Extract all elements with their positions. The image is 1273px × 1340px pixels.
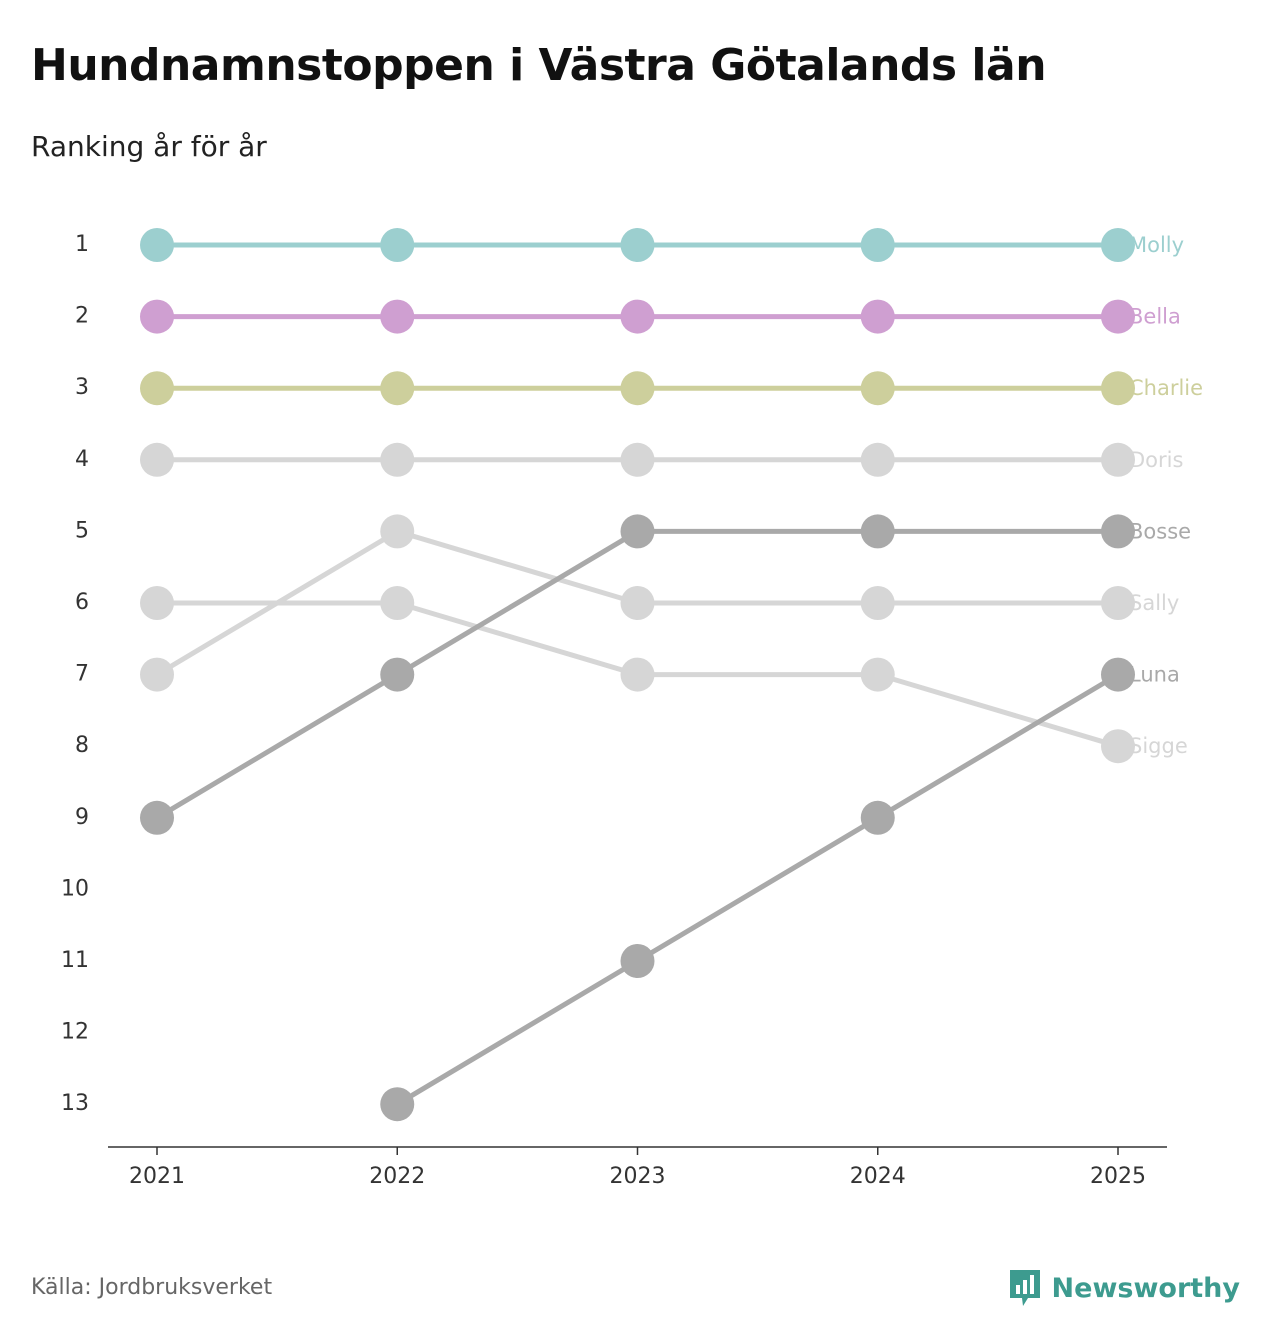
data-point-doris-2024 xyxy=(860,442,895,477)
data-point-bella-2025 xyxy=(1101,299,1135,334)
data-point-doris-2021 xyxy=(140,442,174,477)
series-label-molly: Molly xyxy=(1129,233,1184,257)
x-tick-label-2021: 2021 xyxy=(129,1164,185,1189)
data-point-sigge-2025 xyxy=(1101,729,1135,764)
x-axis: 2021 2022 2023 2024 2025 xyxy=(108,1146,1167,1189)
y-tick-label-7: 7 xyxy=(75,662,89,687)
series-labels: Molly Bella Charlie Doris Sally Sigge Bosse Lun… xyxy=(1129,233,1203,758)
data-point-luna-2022 xyxy=(380,1087,415,1122)
data-point-bosse-2021 xyxy=(140,800,174,835)
data-point-charlie-2024 xyxy=(860,371,895,406)
y-tick-label-10: 10 xyxy=(61,876,89,901)
data-point-sally-2025 xyxy=(1101,586,1135,620)
data-point-bosse-2025 xyxy=(1101,514,1135,549)
y-tick-label-8: 8 xyxy=(75,733,89,758)
series-points xyxy=(140,228,1135,1122)
data-point-bella-2022 xyxy=(380,299,415,334)
data-point-doris-2025 xyxy=(1101,442,1135,477)
brand-name: Newsworthy xyxy=(1051,1272,1240,1304)
data-point-sigge-2024 xyxy=(860,657,895,692)
source-note: Källa: Jordbruksverket xyxy=(31,1275,273,1300)
y-tick-label-3: 3 xyxy=(75,375,89,400)
x-tick-label-2024: 2024 xyxy=(850,1164,906,1189)
y-tick-label-1: 1 xyxy=(75,232,89,257)
data-point-charlie-2022 xyxy=(380,371,415,406)
data-point-molly-2021 xyxy=(140,228,174,262)
data-point-bella-2023 xyxy=(620,299,655,334)
y-tick-label-6: 6 xyxy=(75,590,89,615)
data-point-charlie-2021 xyxy=(140,371,174,406)
series-label-doris: Doris xyxy=(1129,448,1183,472)
data-point-molly-2025 xyxy=(1101,228,1135,262)
data-point-sigge-2022 xyxy=(380,586,415,620)
data-point-bella-2024 xyxy=(860,299,895,334)
data-point-molly-2022 xyxy=(380,228,415,262)
series-label-sally: Sally xyxy=(1129,591,1179,615)
data-point-sally-2022 xyxy=(380,514,415,549)
x-tick-label-2025: 2025 xyxy=(1090,1164,1146,1189)
x-tick-label-2023: 2023 xyxy=(610,1164,666,1189)
data-point-bosse-2022 xyxy=(380,657,415,692)
data-point-sally-2024 xyxy=(860,586,895,620)
chart-title: Hundnamnstoppen i Västra Götalands län xyxy=(31,40,1047,91)
series-line-luna xyxy=(394,672,1121,1107)
series-label-charlie: Charlie xyxy=(1129,376,1203,400)
y-tick-label-11: 11 xyxy=(61,948,89,973)
data-point-sally-2023 xyxy=(620,586,655,620)
data-point-sigge-2021 xyxy=(140,586,174,620)
data-point-doris-2023 xyxy=(620,442,655,477)
data-point-luna-2025 xyxy=(1101,657,1135,692)
y-tick-label-12: 12 xyxy=(61,1020,89,1045)
data-point-charlie-2023 xyxy=(620,371,655,406)
data-point-bella-2021 xyxy=(140,299,174,334)
series-label-bosse: Bosse xyxy=(1129,519,1191,543)
y-tick-label-2: 2 xyxy=(75,304,89,329)
chart-subtitle: Ranking år för år xyxy=(31,130,267,163)
data-point-bosse-2023 xyxy=(620,514,655,549)
y-tick-label-9: 9 xyxy=(75,805,89,830)
data-point-sally-2021 xyxy=(140,657,174,692)
series-label-luna: Luna xyxy=(1129,663,1180,687)
y-tick-label-13: 13 xyxy=(61,1091,89,1116)
data-point-bosse-2024 xyxy=(860,514,895,549)
series-label-sigge: Sigge xyxy=(1129,734,1188,758)
y-tick-label-5: 5 xyxy=(75,518,89,543)
data-point-luna-2024 xyxy=(860,800,895,835)
x-tick-label-2022: 2022 xyxy=(369,1164,425,1189)
data-point-sigge-2023 xyxy=(620,657,655,692)
y-tick-label-4: 4 xyxy=(75,447,89,472)
data-point-luna-2023 xyxy=(620,944,655,978)
data-point-molly-2023 xyxy=(620,228,655,262)
data-point-charlie-2025 xyxy=(1101,371,1135,406)
series-label-bella: Bella xyxy=(1129,305,1181,329)
data-point-doris-2022 xyxy=(380,442,415,477)
data-point-molly-2024 xyxy=(860,228,895,262)
bar-chart-speech-bubble-icon xyxy=(1009,1270,1040,1306)
brand-logo: Newsworthy xyxy=(1008,1268,1240,1308)
